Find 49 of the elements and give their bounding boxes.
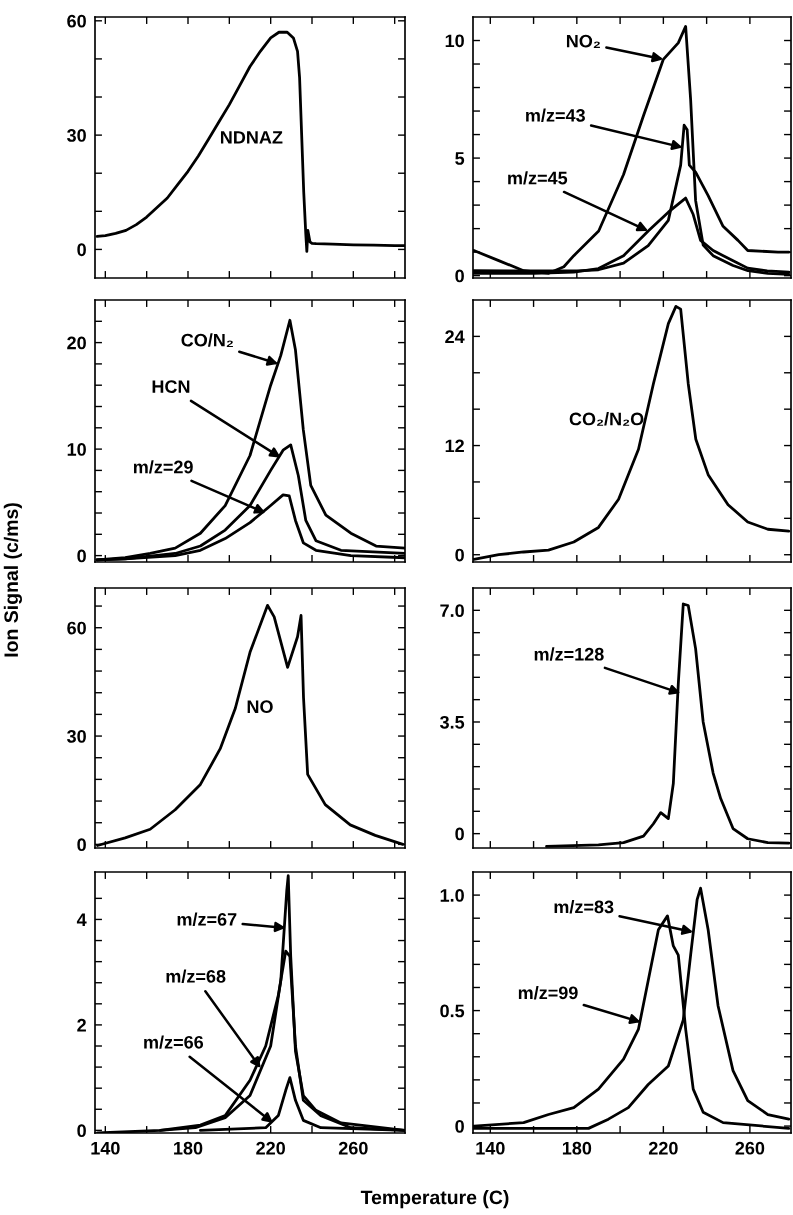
annotation: m/z=99 (518, 985, 578, 1000)
annotation: m/z=43 (526, 108, 585, 122)
x-tick-label: 260 (735, 1141, 765, 1155)
x-tick-label: 260 (338, 1141, 368, 1155)
y-tick-label: 20 (67, 336, 86, 350)
y-tick-label: 60 (67, 14, 86, 28)
x-axis-title: Temperature (C) (360, 1190, 509, 1209)
y-tick-label: 0 (455, 548, 464, 562)
x-tick-label: 180 (562, 1141, 592, 1155)
y-tick-label: 5 (455, 152, 465, 165)
y-tick-label: 0 (455, 1120, 464, 1133)
annotation: m/z=67 (177, 912, 237, 926)
x-tick-label: 140 (91, 1141, 120, 1155)
y-axis-title: Ion Signal (c/ms) (3, 503, 22, 657)
y-tick-label: 2 (77, 1018, 86, 1032)
y-tick-label: 10 (67, 443, 86, 456)
annotation: CO/N₂ (181, 333, 233, 347)
annotation: NO (247, 700, 273, 714)
annotation: NDNAZ (220, 131, 283, 144)
annotation: m/z=128 (534, 647, 604, 661)
y-tick-label: 30 (67, 729, 86, 743)
annotation: m/z=66 (144, 1035, 204, 1049)
annotation: m/z=83 (554, 900, 614, 914)
y-tick-label: 12 (445, 439, 464, 453)
annotation: m/z=45 (508, 171, 568, 185)
y-tick-label: 30 (67, 129, 86, 142)
y-tick-label: 24 (445, 330, 465, 343)
annotation: CO₂/N₂O (569, 412, 644, 426)
y-tick-label: 3.5 (439, 715, 465, 729)
y-tick-label: 0 (77, 549, 86, 563)
y-tick-label: 1.0 (440, 889, 464, 902)
x-tick-label: 180 (174, 1141, 203, 1155)
x-tick-label: 140 (476, 1141, 505, 1155)
annotation: m/z=29 (133, 460, 193, 474)
y-tick-label: 7.0 (440, 604, 464, 618)
y-tick-label: 0 (77, 1124, 86, 1138)
annotation: HCN (152, 380, 190, 394)
annotation: NO₂ (566, 34, 600, 48)
y-tick-label: 0 (455, 269, 464, 283)
x-tick-label: 220 (648, 1141, 678, 1155)
y-tick-label: 60 (67, 621, 86, 635)
y-tick-label: 10 (445, 34, 464, 48)
y-tick-label: 0 (77, 838, 86, 852)
y-tick-label: 0 (455, 827, 464, 841)
annotation: m/z=68 (166, 969, 226, 983)
x-tick-label: 220 (256, 1141, 285, 1155)
y-tick-label: 0.5 (440, 1004, 465, 1018)
y-tick-label: 0 (77, 243, 86, 257)
y-tick-label: 4 (76, 913, 87, 926)
